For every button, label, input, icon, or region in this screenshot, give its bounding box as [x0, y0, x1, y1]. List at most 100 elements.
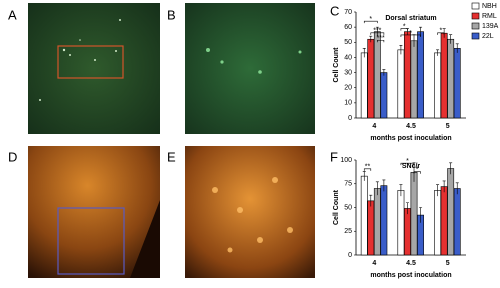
y-tick-label: 30 [344, 69, 352, 76]
panel-letter: D [8, 149, 17, 164]
image-a [28, 3, 160, 134]
bar [380, 185, 388, 256]
image-b [185, 3, 315, 134]
y-tick-label: 60 [344, 24, 352, 31]
significance-bracket [437, 32, 445, 35]
x-tick-label: 4.5 [406, 260, 416, 267]
error-bar [455, 43, 459, 53]
bar [397, 49, 405, 119]
error-bar [399, 184, 403, 197]
error-bar [382, 179, 386, 192]
significance-label: * [406, 158, 409, 165]
bar [417, 31, 424, 119]
y-axis-label: Cell Count [333, 47, 340, 83]
error-bar [442, 180, 446, 193]
y-tick-label: 40 [344, 54, 352, 61]
bar [410, 40, 418, 119]
y-tick-label: 50 [344, 204, 352, 211]
x-tick-label: 5 [446, 123, 450, 130]
x-tick-label: 5 [446, 260, 450, 267]
error-bar [362, 171, 366, 181]
y-tick-label: 0 [348, 115, 352, 122]
chart-title: SNc/r [402, 163, 421, 170]
error-bar [382, 69, 386, 76]
significance-bracket [400, 162, 415, 166]
significance-label: ** [365, 164, 371, 171]
x-axis-label: months post inoculation [370, 135, 451, 142]
x-tick-label: 4 [372, 260, 376, 267]
bar [410, 172, 418, 256]
significance-bracket [363, 168, 372, 171]
bar [453, 188, 461, 256]
bar [404, 208, 411, 256]
bar [367, 38, 375, 119]
significance-label: *** [373, 28, 381, 35]
error-bar [419, 207, 423, 223]
error-bar [449, 162, 453, 175]
error-bar [375, 181, 379, 196]
panel-letter: A [8, 7, 17, 22]
panel-letter: C [330, 3, 339, 18]
bar [360, 175, 368, 256]
bar [434, 190, 442, 256]
x-tick-label: 4 [372, 123, 376, 130]
panel-letter: B [167, 7, 176, 22]
significance-bracket [413, 171, 421, 174]
error-bar [436, 49, 440, 56]
y-tick-label: 25 [344, 228, 352, 235]
bar [447, 38, 455, 119]
bar [373, 188, 381, 256]
bar [380, 72, 388, 119]
significance-label: * [439, 28, 442, 35]
legend-swatch [471, 2, 480, 10]
y-tick-label: 10 [344, 100, 352, 107]
error-bar [405, 202, 409, 215]
legend-swatch [471, 32, 480, 40]
significance-label: * [369, 16, 372, 23]
significance-label: * [409, 30, 412, 37]
legend-swatch [471, 12, 480, 20]
error-bar [375, 26, 379, 37]
image-d [28, 146, 160, 278]
bar [434, 52, 442, 119]
x-tick-label: 4.5 [406, 123, 416, 130]
error-bar [449, 34, 453, 44]
image-e [185, 146, 315, 278]
bar [440, 186, 448, 256]
panel-letter: F [330, 149, 338, 164]
significance-label: * [416, 167, 419, 174]
error-bar [436, 184, 440, 197]
legend-label: 22L [482, 33, 494, 40]
bar [404, 31, 411, 119]
error-bar [455, 182, 459, 195]
y-tick-label: 20 [344, 85, 352, 92]
y-tick-label: 75 [344, 181, 352, 188]
legend-label: NBH [482, 3, 497, 10]
y-tick-label: 100 [340, 157, 352, 164]
bar [360, 52, 368, 119]
legend-label: RML [482, 13, 497, 20]
bar [373, 31, 381, 119]
legend-swatch [471, 22, 480, 30]
y-tick-label: 50 [344, 39, 352, 46]
y-tick-label: 70 [344, 9, 352, 16]
significance-bracket [377, 39, 385, 43]
significance-label: *** [377, 35, 385, 42]
y-axis-label: Cell Count [333, 189, 340, 225]
y-tick-label: 0 [348, 252, 352, 259]
bar [367, 200, 375, 256]
significance-bracket [370, 32, 385, 35]
error-bar [369, 35, 373, 43]
significance-bracket [400, 34, 421, 37]
significance-label: * [403, 23, 406, 30]
significance-bracket [400, 28, 408, 31]
panel-letter: E [167, 149, 176, 164]
significance-bracket [363, 20, 378, 24]
bar [440, 32, 448, 119]
error-bar [362, 48, 366, 58]
bar [453, 48, 461, 119]
x-axis-label: months post inoculation [370, 272, 451, 279]
legend-label: 139A [482, 23, 499, 30]
bar [397, 190, 405, 256]
